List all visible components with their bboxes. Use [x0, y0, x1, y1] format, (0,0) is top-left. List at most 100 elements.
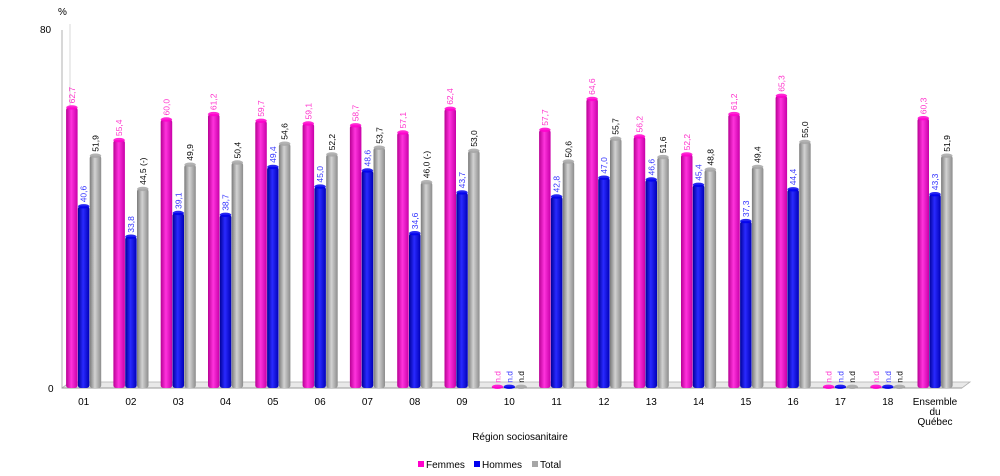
data-label-hommes-15: 37,3	[741, 200, 751, 217]
x-tick-ensemble-du-québec-1: du	[929, 407, 940, 418]
x-tick-09: 09	[456, 397, 468, 408]
x-tick-03: 03	[173, 397, 185, 408]
data-label-hommes-10: n.d	[504, 371, 514, 383]
bar-top-femmes-06	[302, 121, 315, 126]
bar-top-femmes-09	[444, 106, 456, 112]
data-label-femmes-14: 52,2	[682, 134, 692, 151]
bar-hommes-15	[740, 221, 752, 388]
bar-top-femmes-04	[207, 111, 220, 117]
bar-total-04	[231, 162, 244, 388]
bar-hommes-07	[361, 170, 374, 388]
bar-hommes-16	[787, 189, 799, 388]
bar-hommes-09	[456, 192, 468, 388]
x-tick-06: 06	[315, 397, 327, 408]
bar-top-hommes-17	[834, 384, 847, 389]
bar-total-09	[468, 150, 480, 388]
bar-top-total-18	[893, 384, 906, 389]
data-label-hommes-07: 48,6	[362, 150, 372, 167]
bar-total-06	[326, 154, 338, 388]
bar-femmes-01	[66, 107, 78, 389]
data-label-femmes-02: 55,4	[114, 119, 124, 136]
data-label-hommes-05: 49,4	[268, 146, 278, 163]
bar-hommes-03	[172, 213, 184, 388]
bar-total-13	[657, 157, 669, 388]
data-label-hommes-11: 42,8	[552, 176, 562, 193]
bar-top-total-04	[231, 160, 244, 165]
bar-top-total-06	[326, 152, 338, 157]
bar-femmes-05	[255, 120, 267, 389]
bar-top-hommes-08	[409, 231, 421, 236]
data-label-hommes-18: n.d	[883, 371, 893, 383]
bar-total-01	[89, 155, 102, 388]
data-label-hommes-ensemble-du-québec: 43,3	[930, 173, 940, 190]
bar-top-hommes-01	[77, 204, 90, 209]
bar-top-total-01	[89, 153, 102, 158]
bar-top-hommes-15	[740, 218, 752, 224]
bar-total-15	[751, 166, 764, 388]
x-tick-08: 08	[409, 397, 421, 408]
data-label-total-08: 46,0 (-)	[422, 151, 432, 179]
bar-femmes-09	[444, 108, 456, 389]
bar-top-hommes-02	[125, 234, 137, 239]
bar-femmes-02	[113, 140, 125, 388]
bar-top-hommes-11	[550, 194, 563, 199]
bar-top-total-02	[137, 186, 149, 192]
data-label-hommes-17: n.d	[835, 371, 845, 383]
bar-total-03	[184, 164, 196, 388]
bar-top-femmes-18	[870, 384, 882, 389]
data-label-femmes-ensemble-du-québec: 60,3	[918, 97, 928, 114]
data-label-total-03: 49,9	[185, 144, 195, 161]
bar-hommes-ensemble-du-québec	[929, 194, 941, 388]
data-label-femmes-01: 62,7	[67, 87, 77, 104]
data-label-hommes-09: 43,7	[457, 172, 467, 189]
bar-femmes-03	[160, 119, 173, 388]
data-label-femmes-09: 62,4	[445, 88, 455, 105]
bar-top-femmes-07	[349, 123, 362, 128]
data-label-total-12: 55,7	[611, 118, 621, 135]
bar-top-hommes-14	[692, 182, 705, 187]
data-label-femmes-05: 59,7	[256, 100, 266, 117]
data-label-total-07: 53,7	[374, 127, 384, 144]
bar-top-hommes-09	[456, 190, 468, 195]
bar-total-08	[420, 182, 433, 388]
legend-swatch-total	[532, 461, 538, 467]
data-label-total-ensemble-du-québec: 51,9	[942, 135, 952, 152]
bar-top-femmes-08	[397, 130, 409, 135]
bar-top-total-05	[278, 141, 291, 146]
legend: Femmes Hommes Total	[418, 460, 561, 471]
bar-hommes-04	[219, 214, 232, 388]
data-label-total-09: 53,0	[469, 130, 479, 147]
data-label-total-16: 55,0	[800, 121, 810, 138]
x-axis-title: Région sociosanitaire	[472, 432, 568, 443]
bar-hommes-05	[267, 166, 279, 388]
x-tick-07: 07	[362, 397, 374, 408]
bar-top-total-13	[657, 154, 669, 160]
x-tick-14: 14	[693, 397, 705, 408]
data-label-femmes-16: 65,3	[776, 75, 786, 92]
bar-hommes-08	[409, 233, 421, 388]
data-label-total-13: 51,6	[658, 136, 668, 153]
bar-femmes-16	[775, 95, 788, 389]
bar-total-12	[610, 138, 622, 388]
data-label-total-14: 48,8	[705, 149, 715, 166]
data-label-femmes-13: 56,2	[635, 116, 645, 133]
bar-top-total-03	[184, 162, 196, 167]
bar-top-total-07	[373, 145, 386, 150]
bar-top-total-11	[562, 159, 575, 164]
bar-top-femmes-11	[539, 127, 551, 132]
bar-total-07	[373, 147, 385, 388]
bar-top-total-ensemble-du-québec	[941, 153, 953, 158]
data-label-hommes-03: 39,1	[173, 192, 183, 209]
bar-hommes-06	[314, 186, 326, 388]
bar-top-total-08	[420, 180, 433, 185]
data-label-total-01: 51,9	[91, 135, 101, 152]
x-tick-18: 18	[882, 397, 894, 408]
data-label-femmes-10: n.d	[493, 371, 503, 383]
bar-top-hommes-04	[219, 212, 232, 217]
bar-total-16	[799, 141, 811, 388]
bar-hommes-11	[550, 196, 563, 388]
y-unit-label: %	[58, 7, 67, 18]
bar-femmes-06	[302, 123, 315, 388]
bar-hommes-14	[692, 184, 705, 388]
